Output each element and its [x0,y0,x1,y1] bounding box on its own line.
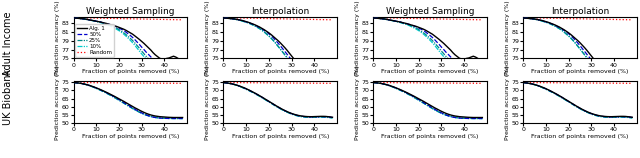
X-axis label: Fraction of points removed (%): Fraction of points removed (%) [232,69,329,74]
X-axis label: Fraction of points removed (%): Fraction of points removed (%) [531,134,628,139]
Y-axis label: Prediction accuracy (%): Prediction accuracy (%) [55,0,60,75]
Text: Adult Income: Adult Income [3,11,13,76]
Y-axis label: Prediction accuracy (%): Prediction accuracy (%) [205,65,210,140]
X-axis label: Fraction of points removed (%): Fraction of points removed (%) [82,134,179,139]
Legend: Alg. 1, 50%, 25%, 10%, Random: Alg. 1, 50%, 25%, 10%, Random [76,24,115,57]
Y-axis label: Prediction accuracy (%): Prediction accuracy (%) [355,65,360,140]
Y-axis label: Prediction accuracy (%): Prediction accuracy (%) [55,65,60,140]
Text: UK Biobank: UK Biobank [3,69,13,125]
X-axis label: Fraction of points removed (%): Fraction of points removed (%) [381,134,479,139]
X-axis label: Fraction of points removed (%): Fraction of points removed (%) [82,69,179,74]
X-axis label: Fraction of points removed (%): Fraction of points removed (%) [381,69,479,74]
Title: Interpolation: Interpolation [251,7,309,16]
Y-axis label: Prediction accuracy (%): Prediction accuracy (%) [505,0,509,75]
X-axis label: Fraction of points removed (%): Fraction of points removed (%) [531,69,628,74]
Y-axis label: Prediction accuracy (%): Prediction accuracy (%) [355,0,360,75]
X-axis label: Fraction of points removed (%): Fraction of points removed (%) [232,134,329,139]
Title: Weighted Sampling: Weighted Sampling [386,7,474,16]
Y-axis label: Prediction accuracy (%): Prediction accuracy (%) [505,65,510,140]
Y-axis label: Prediction accuracy (%): Prediction accuracy (%) [205,0,210,75]
Title: Weighted Sampling: Weighted Sampling [86,7,175,16]
Title: Interpolation: Interpolation [551,7,609,16]
